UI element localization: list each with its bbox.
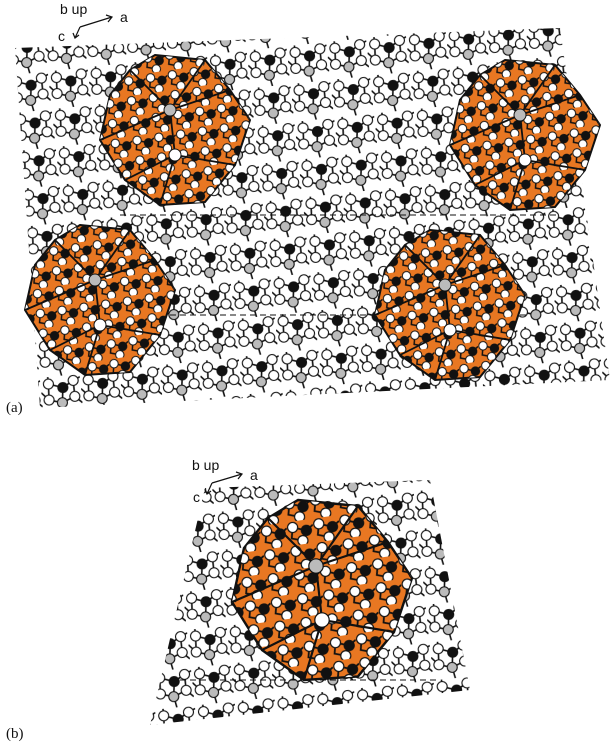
axis-label: b up bbox=[192, 457, 219, 473]
figure: b up a c (a) b up a c (b) bbox=[0, 0, 615, 744]
panel-b: b up a c (b) bbox=[6, 457, 470, 742]
axis-label: a bbox=[250, 467, 258, 483]
page: b up a c (a) b up a c (b) (() => { const… bbox=[0, 0, 615, 744]
panel-a: b up a c (a) bbox=[6, 1, 610, 416]
panel-label: (a) bbox=[6, 400, 23, 416]
panel-label: (b) bbox=[6, 726, 24, 742]
axis-label: c bbox=[193, 489, 200, 505]
axis-label: a bbox=[120, 9, 128, 25]
axis-arrows bbox=[73, 15, 112, 38]
axis-label: b up bbox=[60, 1, 87, 17]
axis-label: c bbox=[58, 28, 65, 44]
